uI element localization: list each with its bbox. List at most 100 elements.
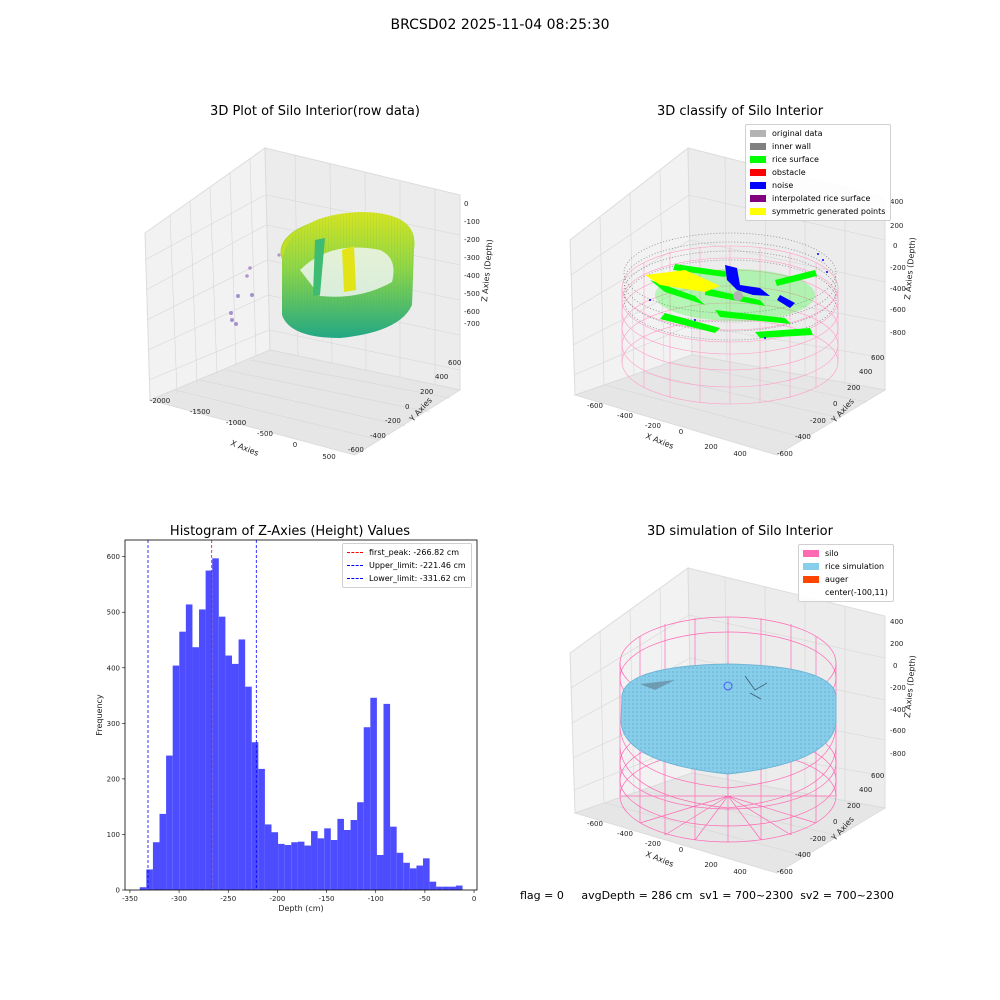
simulation-z-label: Z Axies (Depth)	[903, 655, 917, 718]
x-tick-label: -200	[269, 895, 285, 903]
y-tick-label: 0	[116, 887, 120, 895]
legend-swatch	[750, 156, 766, 163]
histogram-bar	[185, 604, 193, 890]
legend-item: inner wall	[750, 140, 885, 153]
histogram-bar	[396, 852, 404, 890]
simulation-z-tick: 0	[893, 662, 897, 670]
y-tick-label: 500	[107, 609, 120, 617]
legend-swatch	[803, 589, 819, 596]
histogram-bar	[199, 609, 206, 890]
histogram-bar	[357, 802, 364, 890]
figure-title: BRCSD02 2025-11-04 08:25:30	[390, 17, 610, 33]
y-tick-label: 100	[107, 831, 120, 839]
classify-3d-panel: 3D classify of Silo Interior	[555, 100, 925, 470]
histogram-panel: Histogram of Z-Axies (Height) Values -35…	[80, 518, 500, 918]
classify-3d-title: 3D classify of Silo Interior	[656, 104, 824, 119]
x-tick-label: -300	[171, 895, 187, 903]
raw-z-tick: -400	[464, 272, 480, 280]
simulation-x-tick: -200	[645, 840, 661, 848]
classify-3d-plot: -600 -400 -200 0 200 400 X Axies -600 -4…	[569, 146, 917, 458]
legend-label: rice simulation	[825, 562, 885, 571]
simulation-z-tick: -200	[890, 684, 906, 692]
simulation-z-tick: 400	[890, 618, 903, 626]
raw-y-tick: 400	[435, 373, 448, 381]
classify-z-tick: 200	[890, 222, 903, 230]
histogram-bar	[297, 841, 305, 890]
histogram-bar	[264, 824, 272, 890]
raw-z-tick: -200	[464, 236, 480, 244]
raw-z-tick: -700	[464, 320, 480, 328]
histogram-bar	[166, 755, 173, 890]
legend-label: silo	[825, 549, 839, 558]
raw-x-tick: 0	[293, 441, 297, 449]
raw-z-label: Z Axies (Depth)	[480, 239, 494, 302]
simulation-3d-panel: 3D simulation of Silo Interior	[555, 518, 925, 888]
raw-z-tick: 0	[464, 200, 468, 208]
legend-swatch	[803, 576, 819, 583]
legend-swatch	[750, 195, 766, 202]
histogram-bar	[225, 655, 232, 890]
histogram-bar	[330, 840, 338, 890]
classify-z-tick: -200	[890, 264, 906, 272]
legend-label: Lower_limit: -331.62 cm	[369, 574, 466, 583]
legend-swatch	[803, 563, 819, 570]
simulation-x-tick: 400	[733, 868, 746, 876]
histogram-bar	[403, 862, 410, 890]
histogram-bar	[238, 639, 246, 890]
raw-z-tick: -300	[464, 254, 480, 262]
legend-item: silo	[803, 547, 888, 560]
legend-swatch	[803, 550, 819, 557]
histogram-bar	[455, 885, 463, 890]
histogram-legend: first_peak: -266.82 cm Upper_limit: -221…	[342, 543, 472, 588]
classify-x-tick: 0	[679, 428, 683, 436]
simulation-y-tick: 600	[871, 772, 884, 780]
raw-z-tick: -500	[464, 290, 480, 298]
raw-x-tick: 500	[322, 453, 335, 461]
histogram-bar	[317, 838, 325, 890]
simulation-y-tick: -600	[777, 868, 793, 876]
histogram-y-label: Frequency	[95, 694, 104, 736]
simulation-y-tick: 400	[859, 786, 872, 794]
simulation-3d-title: 3D simulation of Silo Interior	[647, 524, 833, 539]
histogram-bar	[146, 869, 153, 890]
legend-item: noise	[750, 179, 885, 192]
histogram-bar	[231, 663, 239, 890]
classify-x-tick: 200	[704, 443, 717, 451]
raw-z-tick: -100	[464, 218, 480, 226]
legend-label: original data	[772, 129, 823, 138]
histogram-bar	[324, 828, 331, 890]
legend-label: first_peak: -266.82 cm	[369, 548, 460, 557]
legend-label: symmetric generated points	[772, 207, 886, 216]
x-tick-label: -250	[220, 895, 236, 903]
legend-swatch	[750, 169, 766, 176]
histogram-bar	[192, 647, 200, 890]
histogram-bar	[442, 886, 450, 890]
histogram-bar	[449, 886, 456, 890]
legend-swatch	[750, 143, 766, 150]
classify-x-label: X Axies	[644, 432, 675, 451]
raw-3d-title: 3D Plot of Silo Interior(row data)	[210, 104, 420, 119]
histogram-bar	[409, 868, 417, 890]
simulation-x-tick: 0	[679, 846, 683, 854]
histogram-bar	[258, 768, 265, 890]
raw-x-tick: -1500	[190, 408, 210, 416]
simulation-y-tick: -200	[810, 835, 826, 843]
histogram-bar	[383, 703, 391, 890]
histogram-bar	[179, 631, 186, 890]
x-tick-label: -100	[368, 895, 384, 903]
classify-y-tick: 200	[847, 384, 860, 392]
histogram-bar	[291, 842, 298, 890]
histogram-bar	[152, 842, 160, 890]
histogram-bar	[337, 818, 344, 890]
classify-z-tick: 400	[890, 198, 903, 206]
histogram-bar	[159, 813, 167, 890]
legend-line	[347, 578, 363, 579]
histogram-bar	[423, 858, 430, 890]
classify-z-tick: 0	[893, 242, 897, 250]
raw-x-tick: -1000	[226, 419, 246, 427]
classify-y-tick: 0	[833, 400, 837, 408]
legend-label: noise	[772, 181, 794, 190]
y-tick-label: 400	[107, 664, 120, 672]
x-tick-label: -50	[419, 895, 430, 903]
simulation-z-tick: 200	[890, 640, 903, 648]
